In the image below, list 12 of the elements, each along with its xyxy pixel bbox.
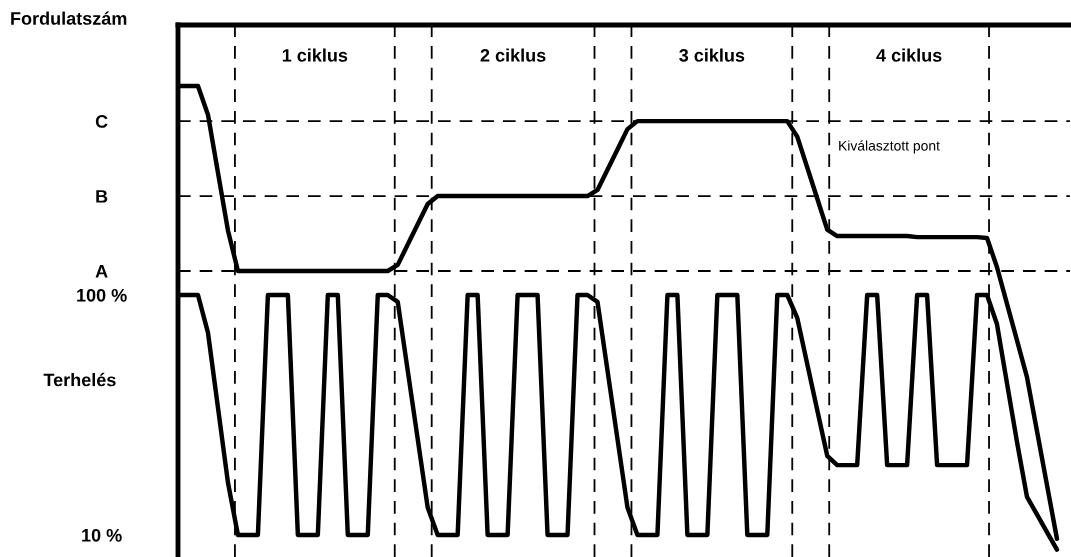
annotation: 4 ciklus [876,48,942,62]
y-tick-label: 10 % [82,528,122,542]
annotation: 3 ciklus [679,48,745,62]
y-tick-label: C [95,115,108,128]
text: Terhelés [43,372,116,387]
y-tick-label: A [95,265,108,278]
annotation: 2 ciklus [480,48,546,62]
y-tick-label: 100 % [77,288,127,302]
y-axis-title: Fordulatszám [11,11,127,25]
annotation: Kiválasztott pont [839,140,940,154]
y-tick-label: B [96,190,108,203]
annotation: 1 ciklus [282,48,348,62]
